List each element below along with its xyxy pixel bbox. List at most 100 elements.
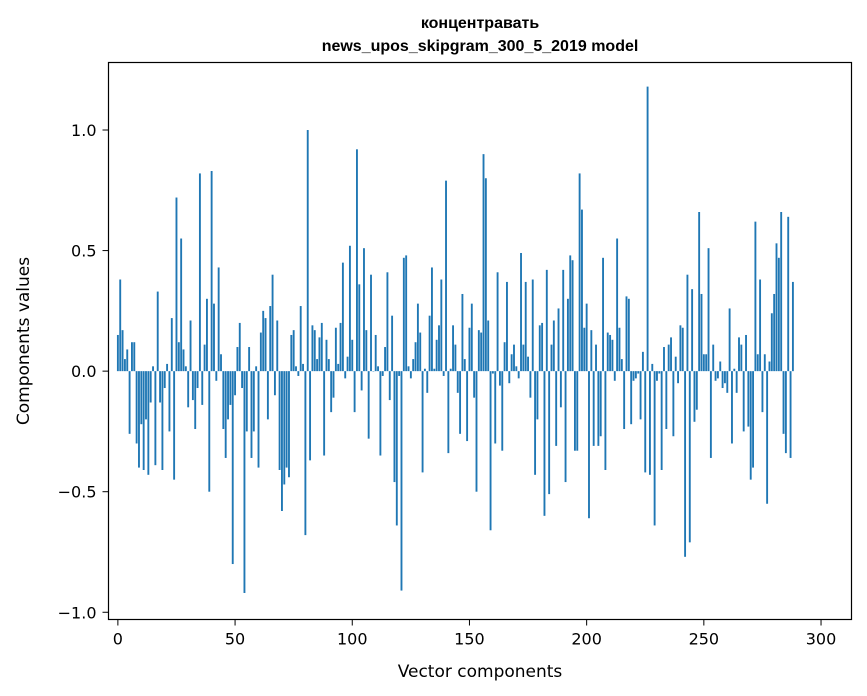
bar-component-96: [341, 262, 344, 372]
bar-component-134: [431, 267, 433, 372]
bar-component-189: [559, 371, 562, 408]
bar-component-16: [154, 371, 157, 466]
bar-component-41: [213, 303, 215, 372]
bar-component-113: [381, 371, 384, 376]
bar-component-149: [466, 371, 469, 442]
bar-component-82: [309, 371, 312, 461]
bar-component-216: [623, 371, 626, 430]
bar-component-38: [206, 298, 208, 372]
bar-component-48: [229, 371, 232, 405]
bar-component-158: [487, 320, 490, 372]
bar-component-268: [745, 334, 747, 372]
bar-series: [116, 86, 794, 593]
bar-component-283: [780, 212, 783, 372]
bar-component-279: [770, 313, 773, 372]
bar-component-64: [266, 371, 269, 420]
bar-component-186: [552, 320, 555, 372]
bar-component-24: [173, 371, 176, 480]
x-axis-ticks: 0 50 100 150 200 250 300: [113, 619, 836, 649]
bar-component-288: [791, 281, 794, 372]
bar-component-97: [344, 371, 347, 379]
bar-component-242: [684, 371, 687, 557]
bar-component-75: [292, 330, 295, 372]
bar-component-285: [784, 371, 787, 454]
bar-component-264: [735, 371, 738, 393]
bar-component-248: [698, 212, 701, 372]
bar-component-61: [259, 332, 262, 372]
bar-component-29: [184, 366, 187, 372]
bar-component-273: [756, 354, 759, 372]
bar-component-234: [665, 371, 668, 430]
bar-component-59: [255, 366, 258, 372]
bar-component-37: [203, 344, 206, 372]
bar-component-108: [370, 274, 372, 372]
bar-component-225: [644, 371, 647, 473]
bar-component-206: [599, 371, 602, 437]
bar-component-262: [731, 371, 733, 444]
bar-component-5: [128, 371, 131, 434]
bar-component-274: [759, 279, 762, 372]
bar-component-101: [353, 371, 356, 413]
bar-component-154: [477, 330, 480, 372]
bar-component-260: [726, 371, 729, 393]
bar-component-127: [414, 342, 417, 372]
bar-component-163: [498, 371, 501, 386]
bar-component-228: [651, 363, 654, 372]
bar-component-119: [395, 371, 398, 526]
bar-component-33: [194, 371, 197, 430]
bar-component-52: [238, 322, 241, 372]
bar-component-214: [618, 327, 621, 372]
bar-component-185: [550, 344, 553, 372]
bar-component-167: [508, 371, 511, 384]
bar-component-136: [435, 339, 438, 372]
bar-component-169: [513, 344, 515, 372]
bar-component-224: [641, 351, 644, 372]
bar-component-218: [627, 298, 630, 372]
y-axis-ticks: −1.0 −0.5 0.0 0.5 1.0: [58, 121, 109, 622]
bar-component-143: [452, 325, 454, 372]
bar-component-86: [318, 337, 321, 372]
bar-component-146: [459, 371, 462, 434]
bar-component-87: [320, 322, 323, 372]
bar-component-140: [445, 180, 447, 372]
bar-component-284: [782, 371, 785, 434]
bar-component-164: [501, 371, 504, 451]
bar-component-112: [379, 371, 382, 456]
bar-component-211: [611, 339, 614, 372]
bar-component-241: [681, 327, 684, 372]
bar-component-91: [330, 371, 333, 413]
bar-component-110: [374, 334, 377, 372]
bar-component-245: [691, 289, 694, 372]
plot-frame: [107, 61, 853, 621]
bar-component-142: [449, 368, 452, 372]
bar-component-60: [257, 371, 260, 468]
bar-component-118: [393, 371, 396, 483]
bar-component-11: [142, 371, 145, 470]
bar-component-208: [604, 371, 607, 470]
bar-component-130: [421, 371, 424, 473]
bar-component-181: [541, 322, 544, 372]
bar-component-179: [536, 371, 539, 420]
bar-component-221: [634, 371, 637, 379]
bar-component-251: [705, 354, 708, 372]
chart-title-line1: концентравать: [421, 15, 540, 32]
bar-component-139: [442, 371, 445, 376]
bar-component-275: [761, 371, 764, 413]
bar-component-4: [126, 349, 129, 372]
bar-component-155: [480, 332, 483, 372]
bar-component-250: [702, 354, 705, 372]
bar-component-106: [365, 330, 368, 372]
bar-component-229: [653, 371, 656, 526]
bar-component-28: [182, 349, 185, 372]
bar-component-40: [210, 171, 213, 372]
bar-component-126: [412, 359, 415, 372]
bar-component-114: [384, 347, 387, 372]
bar-component-177: [531, 279, 534, 372]
bar-component-202: [590, 330, 593, 372]
bar-component-172: [520, 252, 522, 372]
bar-component-247: [695, 371, 698, 410]
bar-component-69: [278, 371, 281, 470]
bar-component-18: [159, 371, 162, 403]
bar-component-223: [639, 371, 642, 420]
bar-component-116: [388, 371, 391, 401]
